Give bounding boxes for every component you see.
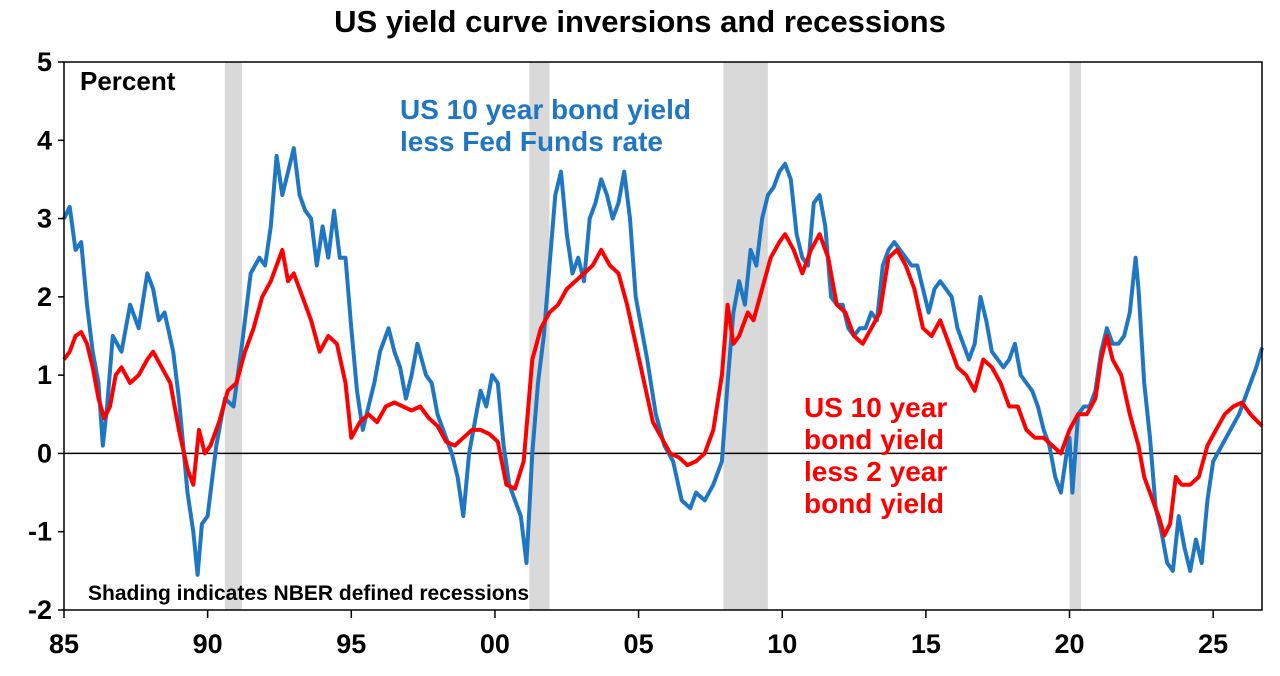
series-layer: [62, 146, 1264, 577]
series-line-ten_less_two: [62, 232, 1264, 538]
x-tick-label: 00: [480, 629, 510, 659]
chart-title: US yield curve inversions and recessions: [334, 4, 946, 39]
recession-layer: [224, 62, 1082, 610]
y-axis-ticks: 5 4 3 2 1 0 -1 -2: [28, 47, 64, 625]
recession-band: [224, 62, 243, 610]
x-axis-ticks: 85 90 95 00 05 10 15 20 25: [49, 610, 1228, 659]
x-tick-label: 90: [193, 629, 223, 659]
series-label-line: less 2 year: [804, 456, 948, 487]
series-label-10y-less-2y: US 10 year bond yield less 2 year bond y…: [804, 392, 947, 520]
y-tick-label: 2: [37, 282, 52, 312]
y-tick-label: 3: [37, 204, 52, 234]
x-tick-label: 20: [1054, 629, 1084, 659]
series-label-line: US 10 year bond yield: [400, 94, 691, 125]
plot-frame: [63, 61, 1263, 611]
y-axis-label: Percent: [80, 66, 176, 96]
recession-note: Shading indicates NBER defined recession…: [88, 582, 530, 605]
y-tick-label: 5: [37, 47, 52, 77]
x-tick-label: 05: [624, 629, 654, 659]
series-label-line: US 10 year: [804, 392, 948, 423]
series-label-line: bond yield: [804, 424, 944, 455]
y-tick-label: -2: [28, 595, 52, 625]
x-tick-label: 85: [49, 629, 79, 659]
x-tick-label: 10: [767, 629, 797, 659]
series-label-10y-less-fed-funds: US 10 year bond yield less Fed Funds rat…: [400, 94, 691, 158]
x-tick-label: 95: [336, 629, 366, 659]
y-tick-label: 4: [37, 125, 52, 155]
recession-band: [1069, 62, 1082, 610]
series-label-line: less Fed Funds rate: [400, 126, 663, 157]
y-tick-label: 0: [37, 438, 52, 468]
y-tick-label: -1: [28, 517, 52, 547]
series-label-line: bond yield: [804, 488, 944, 519]
x-tick-label: 15: [911, 629, 941, 659]
x-tick-label: 25: [1198, 629, 1228, 659]
series-line-ten_less_ff: [62, 146, 1264, 577]
y-tick-label: 1: [37, 360, 52, 390]
